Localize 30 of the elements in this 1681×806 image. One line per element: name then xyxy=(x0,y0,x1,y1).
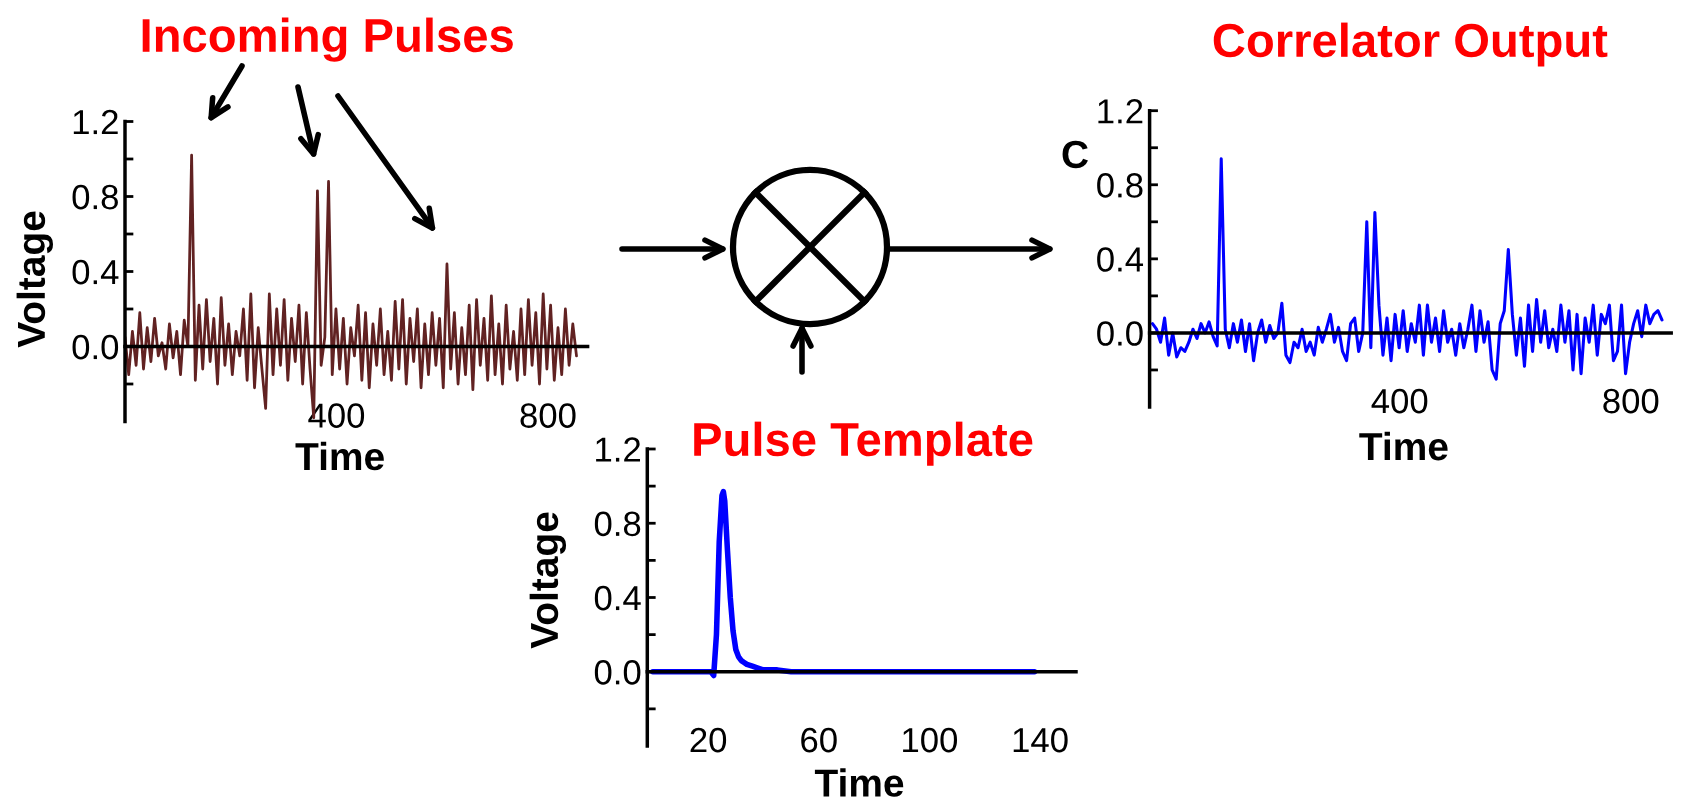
chart-title: Incoming Pulses xyxy=(142,17,513,62)
line-series xyxy=(1150,157,1664,381)
x-tick-label: 800 xyxy=(1603,388,1659,414)
y-tick-label: 0.0 xyxy=(1097,321,1143,346)
y-tick-label: 0.8 xyxy=(594,511,641,537)
y-tick-label: 0.8 xyxy=(72,184,118,210)
y-tick-label: 1.2 xyxy=(1098,99,1143,124)
y-tick-label: 0.4 xyxy=(1097,247,1144,272)
y-tick-label: 0.0 xyxy=(594,660,641,685)
x-tick-label: 60 xyxy=(801,727,837,753)
y-tick-label: 0.4 xyxy=(594,585,641,611)
chart-title: Pulse Template xyxy=(694,421,1033,466)
x-axis-title: Time xyxy=(1359,431,1448,461)
y-tick-label: 0.0 xyxy=(72,334,119,360)
x-tick-label: 800 xyxy=(520,403,576,428)
y-tick-label: 0.4 xyxy=(72,259,119,285)
x-tick-label: 100 xyxy=(903,727,958,753)
x-tick-label: 400 xyxy=(1371,388,1428,414)
x-tick-label: 20 xyxy=(690,727,727,753)
y-axis-title: C xyxy=(1062,140,1088,169)
x-tick-label: 400 xyxy=(308,403,365,428)
y-tick-label: 0.8 xyxy=(1097,173,1143,198)
y-axis-title: Voltage xyxy=(529,512,567,649)
x-axis-title: Time xyxy=(295,441,384,471)
chart-title: Correlator Output xyxy=(1213,22,1608,67)
y-axis-title: Voltage xyxy=(16,211,53,348)
y-tick-label: 1.2 xyxy=(596,437,641,462)
x-axis-title: Time xyxy=(814,768,904,797)
y-tick-label: 1.2 xyxy=(73,109,118,135)
x-tick-label: 140 xyxy=(1013,727,1068,753)
